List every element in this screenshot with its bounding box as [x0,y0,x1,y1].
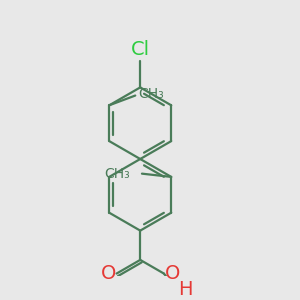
Text: O: O [100,264,116,283]
Text: Cl: Cl [131,40,150,59]
Text: O: O [165,264,180,283]
Text: CH₃: CH₃ [104,167,130,181]
Text: H: H [178,280,193,299]
Text: CH₃: CH₃ [139,87,164,101]
